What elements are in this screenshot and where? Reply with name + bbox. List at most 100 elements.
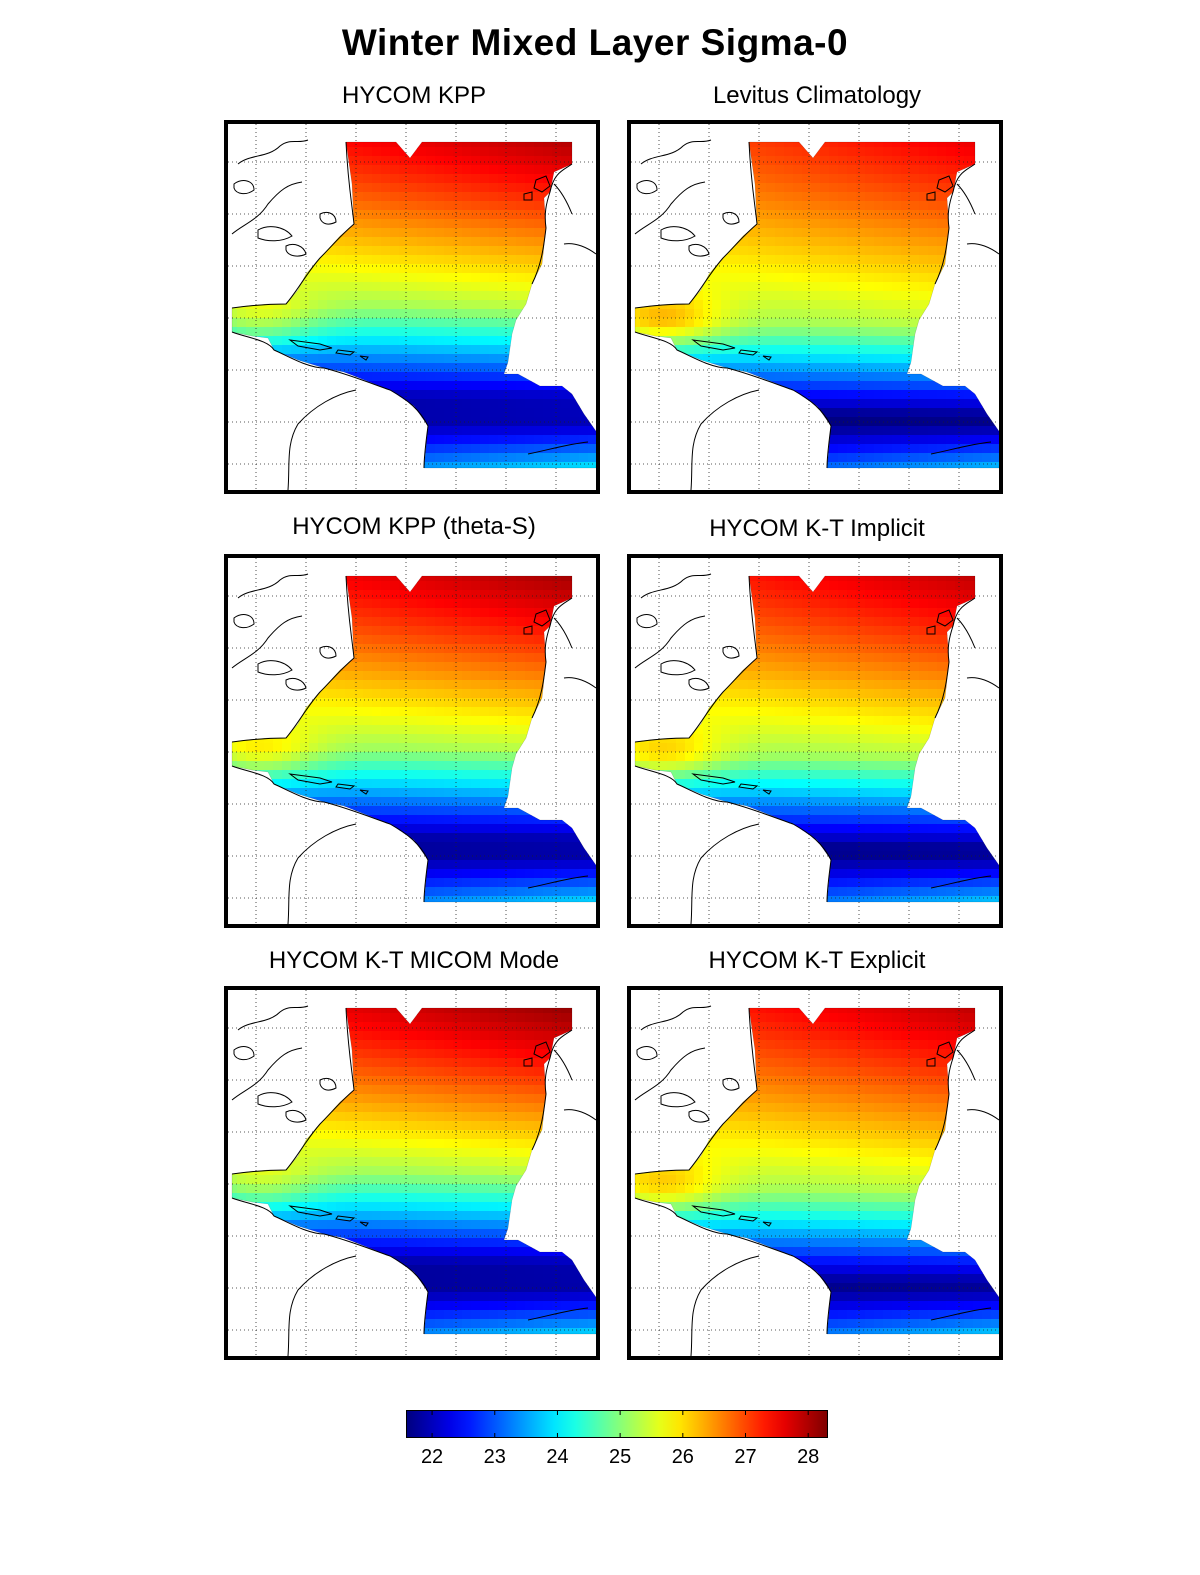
field-cell [273, 671, 283, 681]
field-cell [282, 842, 292, 852]
field-cell [390, 345, 400, 355]
field-cell [282, 644, 292, 654]
field-cell [282, 426, 292, 436]
field-cell [937, 426, 947, 436]
field-cell [685, 590, 695, 600]
field-cell [588, 716, 596, 726]
field-cell [721, 228, 731, 238]
field-cell [336, 444, 346, 454]
field-cell [237, 471, 247, 481]
field-cell [874, 282, 884, 292]
field-cell [543, 417, 553, 427]
field-cell [552, 662, 562, 672]
field-cell [635, 390, 641, 400]
field-cell [480, 833, 490, 843]
field-cell [444, 381, 454, 391]
field-cell [570, 878, 580, 888]
field-cell [363, 183, 373, 193]
field-cell [757, 426, 767, 436]
field-cell [847, 336, 857, 346]
field-cell [264, 156, 274, 166]
field-cell [291, 156, 301, 166]
field-cell [784, 156, 794, 166]
field-cell [946, 408, 956, 418]
field-cell [570, 779, 580, 789]
field-cell [946, 336, 956, 346]
field-cell [309, 653, 319, 663]
field-cell [588, 444, 596, 454]
field-cell [534, 887, 544, 897]
field-cell [640, 282, 650, 292]
field-cell [354, 887, 364, 897]
field-cell [507, 327, 517, 337]
field-cell [829, 390, 839, 400]
field-cell [471, 237, 481, 247]
field-cell [489, 761, 499, 771]
field-cell [561, 653, 571, 663]
field-cell [345, 887, 355, 897]
field-cell [417, 689, 427, 699]
field-cell [462, 417, 472, 427]
field-cell [757, 581, 767, 591]
field-cell [498, 635, 508, 645]
field-cell [390, 698, 400, 708]
field-cell [525, 626, 535, 636]
field-cell [232, 716, 238, 726]
field-cell [345, 174, 355, 184]
field-cell [444, 590, 454, 600]
field-cell [372, 716, 382, 726]
field-cell [318, 635, 328, 645]
field-cell [588, 833, 596, 843]
field-cell [847, 372, 857, 382]
field-cell [919, 183, 929, 193]
field-cell [570, 680, 580, 690]
field-cell [336, 246, 346, 256]
field-cell [246, 282, 256, 292]
field-cell [507, 219, 517, 229]
field-cell [784, 590, 794, 600]
field-cell [237, 698, 247, 708]
field-cell [543, 210, 553, 220]
field-cell [327, 806, 337, 816]
field-cell [570, 444, 580, 454]
field-cell [291, 887, 301, 897]
field-cell [381, 770, 391, 780]
field-cell [694, 599, 704, 609]
field-cell [525, 725, 535, 735]
field-cell [793, 345, 803, 355]
field-cell [892, 156, 902, 166]
field-cell [649, 390, 659, 400]
field-cell [417, 345, 427, 355]
field-cell [390, 435, 400, 445]
field-cell [658, 453, 668, 463]
field-cell [973, 336, 983, 346]
field-cell [525, 680, 535, 690]
field-cell [426, 264, 436, 274]
field-cell [982, 246, 992, 256]
field-cell [426, 237, 436, 247]
field-cell [883, 264, 893, 274]
field-cell [856, 174, 866, 184]
field-cell [417, 165, 427, 175]
field-cell [480, 806, 490, 816]
field-cell [739, 156, 749, 166]
field-cell [507, 599, 517, 609]
field-cell [982, 581, 992, 591]
field-cell [919, 462, 929, 468]
field-cell [649, 237, 659, 247]
field-cell [390, 381, 400, 391]
field-cell [937, 453, 947, 463]
field-cell [453, 617, 463, 627]
field-cell [507, 662, 517, 672]
field-cell [955, 237, 965, 247]
field-cell [739, 147, 749, 157]
field-cell [264, 761, 274, 771]
field-cell [498, 237, 508, 247]
field-cell [991, 192, 999, 202]
field-cell [865, 291, 875, 301]
field-cell [480, 662, 490, 672]
field-cell [874, 581, 884, 591]
field-cell [462, 183, 472, 193]
field-cell [426, 444, 436, 454]
field-cell [588, 264, 596, 274]
